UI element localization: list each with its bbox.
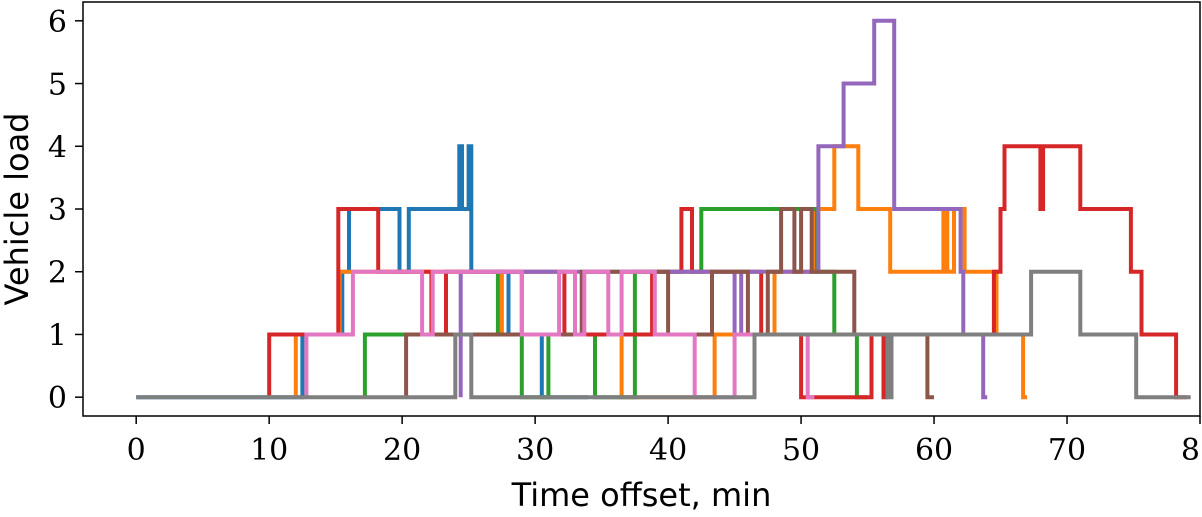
x-tick-label: 80 bbox=[1181, 433, 1202, 468]
plot-frame bbox=[82, 1, 1201, 417]
y-tick-label: 5 bbox=[48, 68, 67, 103]
series-layer bbox=[136, 18, 1191, 400]
x-tick-label: 50 bbox=[782, 433, 820, 468]
x-tick-label: 60 bbox=[915, 433, 953, 468]
y-tick-label: 3 bbox=[48, 193, 67, 228]
x-axis-label: Time offset, min bbox=[511, 476, 772, 514]
series-line-1 bbox=[136, 144, 589, 400]
series-line-6 bbox=[404, 207, 934, 400]
y-tick-label: 2 bbox=[48, 256, 67, 291]
series-line-3 bbox=[362, 207, 868, 400]
y-tick-label: 0 bbox=[48, 381, 67, 416]
x-tick-label: 30 bbox=[516, 433, 554, 468]
x-tick-label: 20 bbox=[383, 433, 421, 468]
x-axis: 0 10 20 30 40 50 60 70 80 bbox=[127, 416, 1202, 468]
y-tick-label: 6 bbox=[48, 5, 67, 40]
y-axis: 0 1 2 3 4 5 6 bbox=[48, 5, 83, 416]
x-tick-label: 0 bbox=[127, 433, 146, 468]
y-tick-label: 4 bbox=[48, 130, 67, 165]
y-axis-label: Vehicle load bbox=[0, 113, 36, 306]
y-tick-label: 1 bbox=[48, 318, 67, 353]
x-tick-label: 10 bbox=[250, 433, 288, 468]
series-line-8 bbox=[136, 269, 1191, 400]
x-tick-label: 70 bbox=[1048, 433, 1086, 468]
x-tick-label: 40 bbox=[649, 433, 687, 468]
